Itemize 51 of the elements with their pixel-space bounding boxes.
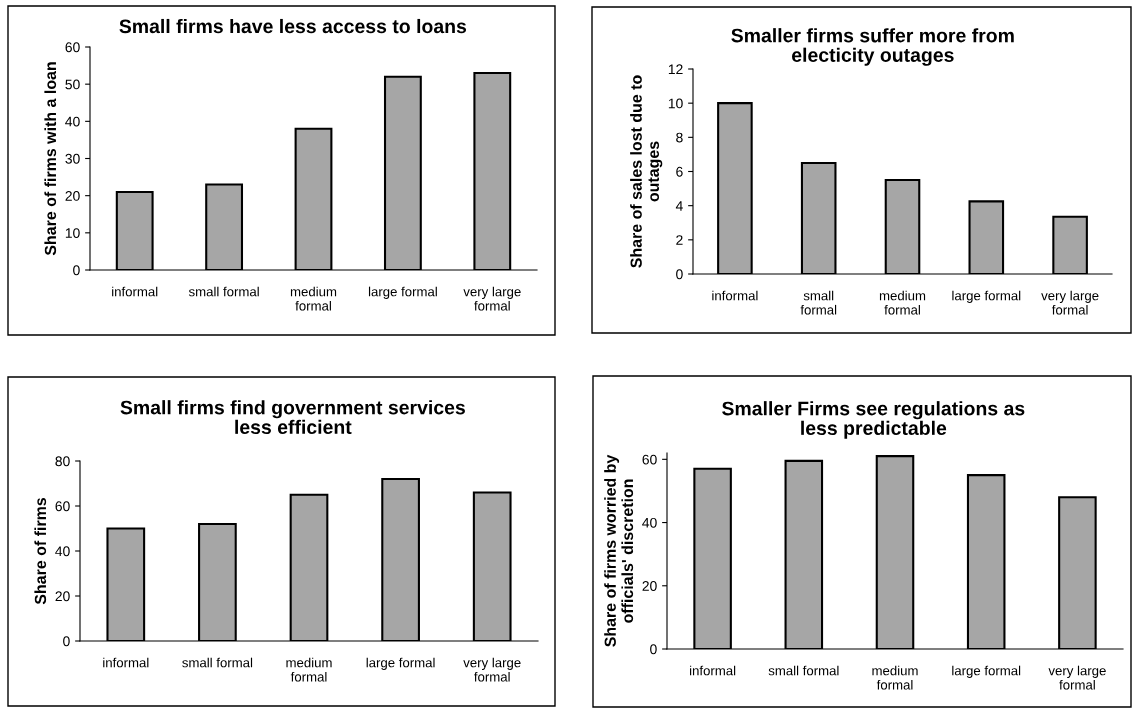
x-tick-label: medium formal	[286, 657, 332, 682]
x-tick-label: medium formal	[290, 286, 337, 311]
y-tick-label: 80	[55, 456, 70, 467]
y-tick-label: 60	[642, 454, 657, 465]
y-tick-label: 10	[65, 228, 80, 238]
y-tick-label: 0	[63, 636, 70, 647]
y-tick-label: 60	[55, 501, 70, 512]
chart-title: Small firms find government services less efficient	[120, 400, 465, 435]
y-tick-label: 6	[676, 166, 683, 177]
y-tick-label: 60	[65, 42, 80, 53]
y-axis-title: Share of firms	[34, 497, 47, 605]
y-tick-label: 20	[55, 591, 70, 602]
x-tick-label: small formal	[188, 286, 259, 297]
x-tick-label: medium formal	[879, 290, 926, 315]
x-tick-label: large formal	[368, 286, 437, 299]
y-tick-label: 10	[668, 98, 683, 109]
y-tick-label: 8	[676, 132, 683, 143]
y-tick-label: 50	[65, 79, 80, 90]
y-tick-label: 20	[642, 581, 657, 591]
y-tick-label: 4	[675, 201, 683, 211]
x-tick-label: very large formal	[463, 657, 521, 682]
x-tick-label: small formal	[800, 290, 837, 315]
y-tick-label: 40	[65, 116, 80, 127]
chart-title: Small firms have less access to loans	[119, 18, 467, 34]
y-tick-label: 20	[65, 191, 80, 201]
x-tick-label: informal	[112, 286, 158, 297]
y-tick-label: 0	[73, 265, 80, 276]
x-tick-label: informal	[103, 657, 149, 668]
x-tick-label: very large formal	[1048, 665, 1106, 690]
y-tick-label: 0	[676, 269, 683, 280]
x-tick-label: informal	[690, 665, 736, 676]
x-tick-label: informal	[712, 290, 758, 301]
x-tick-label: very large formal	[463, 286, 521, 311]
y-tick-label: 40	[55, 546, 70, 557]
y-tick-label: 30	[65, 153, 80, 164]
y-axis-title: Share of firms worried by officials' discretion	[604, 454, 634, 647]
x-tick-label: medium formal	[872, 665, 918, 690]
chart-title: Smaller Firms see regulations as less predictable	[722, 401, 1025, 439]
y-tick-label: 12	[668, 64, 683, 75]
y-axis-title: Share of firms with a loan	[44, 62, 57, 256]
x-tick-label: small formal	[182, 657, 253, 668]
x-tick-label: large formal	[952, 290, 1021, 303]
y-tick-label: 2	[676, 235, 683, 245]
x-tick-label: very large formal	[1041, 290, 1099, 315]
y-tick-label: 0	[650, 644, 657, 655]
x-tick-label: small formal	[768, 665, 839, 676]
x-tick-label: large formal	[366, 657, 435, 670]
x-tick-label: large formal	[952, 665, 1021, 678]
chart-title: Smaller firms suffer more from electicity outages	[731, 28, 1014, 66]
y-tick-label: 40	[642, 517, 657, 528]
y-axis-title: Share of sales lost due to outages	[630, 75, 663, 268]
